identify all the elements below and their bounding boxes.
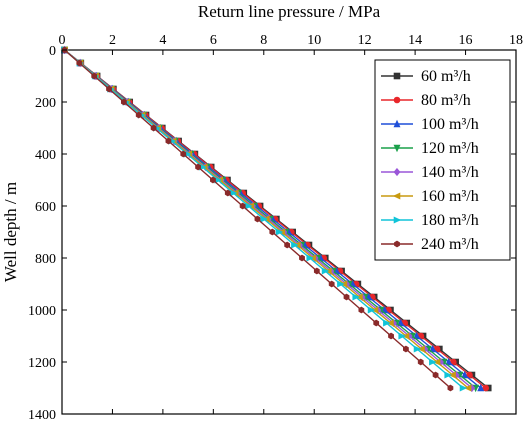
data-point: [343, 293, 350, 301]
legend-label: 60 m³/h: [421, 68, 471, 85]
x-tick-label: 12: [358, 33, 372, 48]
x-tick-label: 6: [210, 33, 217, 48]
data-point: [413, 345, 422, 353]
data-point: [313, 267, 320, 275]
x-tick-label: 16: [459, 33, 473, 48]
data-point: [321, 267, 330, 275]
legend-item: 100 m³/h: [381, 116, 479, 133]
data-point: [358, 306, 365, 314]
y-tick-label: 600: [35, 200, 56, 215]
data-point: [367, 306, 376, 314]
x-tick-label: 18: [509, 33, 523, 48]
legend-box: [374, 59, 511, 261]
legend-marker: [393, 119, 401, 128]
x-tick-label: 4: [159, 33, 166, 48]
x-axis-title: Return line pressure / MPa: [198, 2, 381, 21]
data-point: [291, 241, 299, 249]
data-point: [150, 124, 157, 132]
legend-marker: [393, 144, 401, 153]
legend-item: 120 m³/h: [381, 140, 479, 157]
data-point: [275, 228, 284, 236]
y-tick-label: 400: [35, 148, 56, 163]
y-tick-label: 1400: [28, 408, 56, 423]
data-point: [398, 332, 406, 340]
legend-item: 60 m³/h: [381, 68, 471, 85]
y-tick-label: 1000: [28, 304, 56, 319]
legend-label: 140 m³/h: [421, 164, 479, 181]
data-point: [135, 111, 142, 119]
legend-label: 100 m³/h: [421, 116, 479, 133]
data-point: [459, 384, 468, 392]
data-point: [482, 384, 490, 392]
data-point: [91, 72, 98, 80]
data-point: [284, 241, 291, 249]
data-point: [432, 358, 441, 366]
x-tick-label: 8: [260, 33, 267, 48]
legend-marker: [393, 167, 401, 177]
data-point: [402, 345, 409, 353]
x-tick-label: 2: [109, 33, 116, 48]
x-tick-label: 14: [408, 33, 422, 48]
legend: 60 m³/h 80 m³/h 100 m³/h 120 m³/h 140 m³/h 16…: [374, 59, 511, 261]
legend-item: 160 m³/h: [381, 188, 479, 205]
legend-item: 240 m³/h: [381, 236, 479, 253]
data-point: [373, 319, 380, 327]
data-point: [417, 358, 424, 366]
y-tick-label: 0: [49, 44, 56, 59]
plot-border: [61, 49, 517, 415]
data-point: [328, 280, 335, 288]
data-point: [224, 189, 231, 197]
data-point: [444, 371, 452, 379]
data-point: [120, 98, 127, 106]
legend-marker: [392, 192, 401, 200]
data-point: [254, 215, 261, 223]
data-point: [477, 383, 485, 392]
data-point: [76, 59, 83, 67]
legend-item: 180 m³/h: [381, 212, 479, 229]
data-point: [447, 384, 454, 392]
data-point: [306, 254, 314, 262]
legend-marker: [393, 216, 402, 224]
legend-marker: [393, 96, 401, 104]
data-point: [180, 150, 187, 158]
data-point: [106, 85, 112, 93]
data-point: [463, 384, 472, 392]
ticks-layer: 0 2 4 6 8 10 12 14 16 18 0 200 400 600 800 1000 1200 1400: [28, 33, 523, 423]
data-point: [383, 319, 391, 327]
y-tick-label: 200: [35, 96, 56, 111]
legend-item: 140 m³/h: [381, 164, 479, 181]
data-point: [269, 228, 276, 236]
legend-marker: [394, 240, 400, 248]
data-point: [260, 215, 268, 223]
data-point: [337, 280, 345, 288]
legend-label: 240 m³/h: [421, 236, 479, 253]
data-point: [239, 202, 246, 210]
data-point: [165, 137, 172, 145]
data-point: [299, 254, 305, 262]
x-tick-label: 0: [59, 33, 66, 48]
data-point: [429, 358, 437, 366]
plot-area: [61, 49, 517, 415]
legend-label: 180 m³/h: [421, 212, 479, 229]
legend-label: 80 m³/h: [421, 92, 471, 109]
data-point: [461, 370, 469, 379]
legend-item: 80 m³/h: [381, 92, 471, 109]
x-tick-label: 10: [307, 33, 321, 48]
data-point: [432, 371, 439, 379]
legend-label: 160 m³/h: [421, 188, 479, 205]
y-tick-label: 1200: [28, 356, 56, 371]
y-tick-label: 800: [35, 252, 56, 267]
data-point: [448, 371, 456, 379]
legend-label: 120 m³/h: [421, 140, 479, 157]
data-point: [352, 293, 360, 301]
legend-marker: [393, 72, 401, 80]
data-point: [388, 332, 394, 340]
y-axis-title: Well depth / m: [1, 182, 20, 282]
data-point: [195, 163, 202, 171]
data-point: [210, 176, 216, 184]
